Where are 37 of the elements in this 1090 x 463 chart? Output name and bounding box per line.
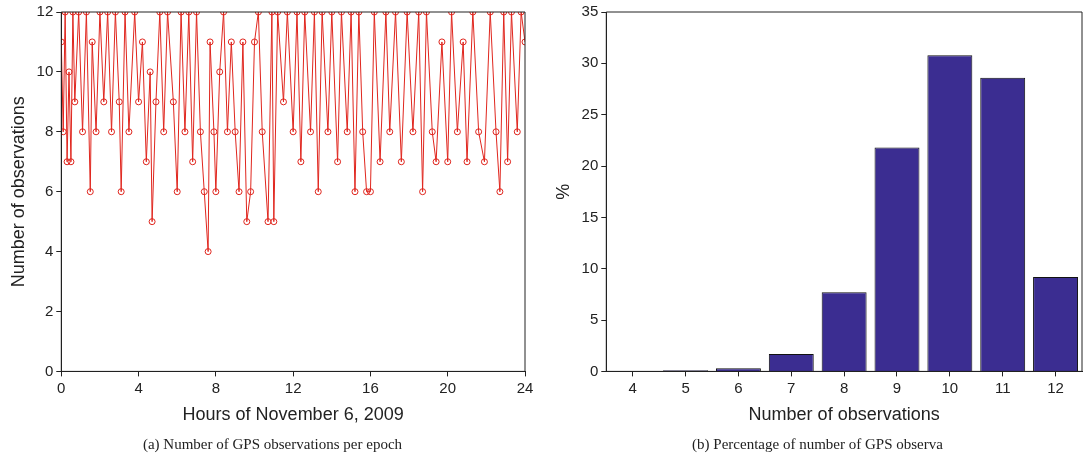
x-tick-label: 16 [362, 378, 379, 396]
y-tick-label: 4 [44, 241, 54, 259]
x-tick-label: 5 [681, 378, 690, 396]
x-tick-label: 20 [439, 378, 457, 396]
y-tick-label: 8 [44, 121, 54, 139]
y-axis-title: % [552, 183, 573, 200]
text: (a) Number of GPS observations per epoch [141, 436, 404, 453]
y-tick-label: 2 [44, 301, 54, 319]
y-tick-label: 5 [589, 310, 599, 328]
x-tick-label: 8 [839, 378, 849, 396]
x-tick-label: 4 [628, 378, 637, 396]
y-tick-label: 6 [44, 181, 54, 199]
y-axis-title: Number of observations [7, 96, 28, 288]
x-tick-label: 8 [211, 378, 221, 396]
y-tick-label: 25 [581, 104, 599, 122]
y-tick-label: 10 [581, 258, 599, 276]
x-axis-title: Hours of November 6, 2009 [182, 404, 404, 425]
x-tick-label: 9 [892, 378, 902, 396]
x-tick-label: 11 [994, 378, 1011, 396]
y-tick-label: 0 [44, 361, 54, 379]
y-tick-label: 10 [36, 62, 54, 80]
x-tick-label: 0 [57, 378, 66, 396]
x-tick-label: 12 [1047, 378, 1064, 396]
text: (b) Percentage of number of GPS observa [691, 436, 944, 453]
y-tick-label: 12 [36, 2, 54, 20]
y-tick-label: 20 [581, 156, 599, 174]
x-axis-title: Number of observations [748, 404, 940, 425]
y-tick-label: 15 [581, 207, 599, 225]
y-tick-label: 0 [589, 361, 599, 379]
x-tick-label: 7 [787, 378, 796, 396]
x-tick-label: 4 [134, 378, 143, 396]
y-tick-label: 30 [581, 53, 599, 71]
x-tick-label: 24 [516, 378, 534, 396]
y-tick-label: 35 [581, 2, 599, 20]
x-tick-label: 6 [734, 378, 743, 396]
x-tick-label: 12 [284, 378, 302, 396]
x-tick-label: 10 [941, 378, 959, 396]
